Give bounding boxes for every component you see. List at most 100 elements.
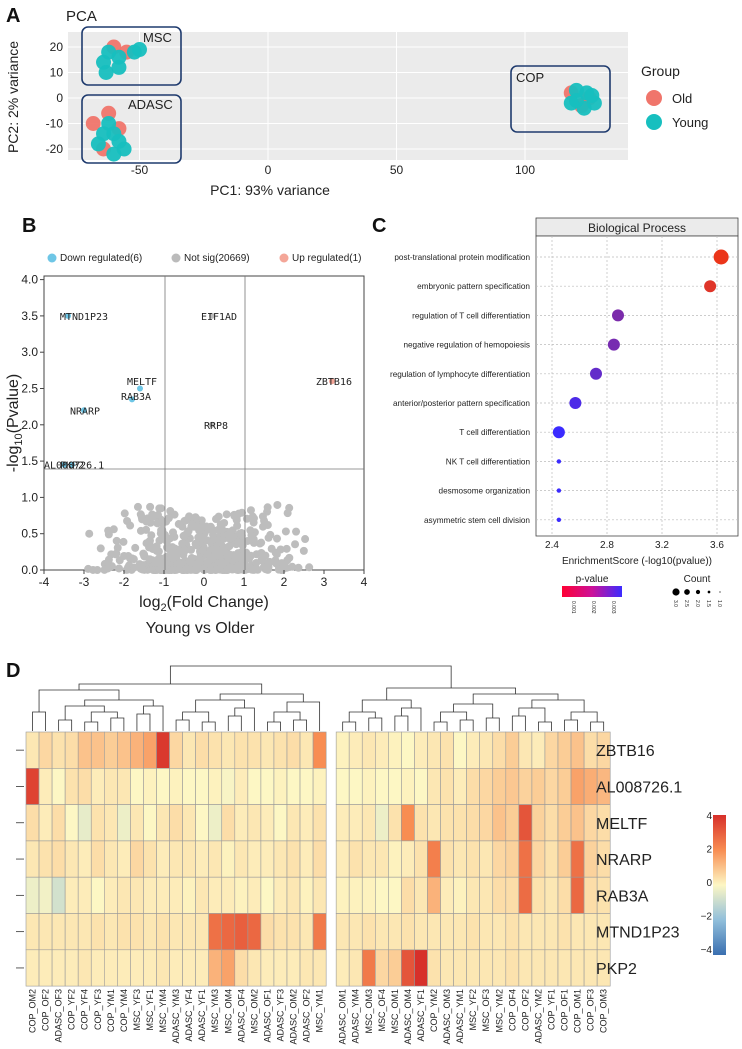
heatmap-cell	[427, 804, 441, 842]
pvalue-colorbar-tick: 0.001	[570, 601, 576, 614]
heatmap-cell	[221, 949, 236, 987]
heatmap-cell	[156, 804, 170, 842]
heatmap-cell	[64, 804, 79, 842]
heatmap-cell	[25, 731, 40, 769]
heatmap-colorbar-tick: −2	[701, 912, 713, 923]
volcano-point-notsig	[223, 549, 232, 558]
volcano-legend-marker	[171, 253, 181, 263]
heatmap-gene-label: AL008726.1	[596, 779, 682, 796]
volcano-point-notsig	[262, 564, 271, 573]
volcano-point-notsig	[176, 560, 185, 569]
heatmap-cell	[401, 840, 415, 878]
volcano-x-tick: 0	[201, 575, 208, 589]
heatmap-cell	[221, 804, 236, 842]
volcano-subtitle: Young vs Older	[146, 620, 255, 637]
heatmap-cell	[64, 767, 79, 805]
heatmap-cell	[221, 876, 236, 914]
heatmap-cell	[453, 804, 467, 842]
heatmap-cell	[104, 767, 118, 805]
heatmap-cell	[557, 913, 572, 951]
go-term-label: T cell differentiation	[459, 428, 530, 437]
heatmap-cell	[38, 731, 53, 769]
volcano-point-notsig	[155, 565, 164, 574]
heatmap-colorbar-tick: −4	[701, 945, 713, 956]
volcano-point-notsig	[225, 542, 234, 551]
heatmap-cell	[51, 731, 66, 769]
heatmap-cell	[38, 913, 53, 951]
heatmap-gene-labels: ZBTB16 AL008726.1 MELTF NRARP RAB3A MTND1P23 P…	[596, 743, 682, 978]
volcano-point-notsig	[140, 550, 149, 559]
go-term-label: regulation of lymphocyte differentiation	[390, 370, 530, 379]
pca-y-tick: -10	[46, 117, 64, 131]
heatmap-cell	[388, 913, 402, 951]
heatmap-cell	[544, 913, 559, 951]
heatmap-cell	[90, 840, 105, 878]
count-legend-tick: 3.0	[672, 600, 678, 607]
heatmap-cell	[388, 949, 402, 987]
heatmap-cell	[51, 840, 66, 878]
heatmap-cell	[335, 949, 350, 987]
volcano-point-notsig	[282, 563, 291, 572]
volcano-point-notsig	[301, 535, 310, 544]
heatmap-cell	[401, 876, 415, 914]
heatmap-cell	[479, 731, 494, 769]
heatmap-cell	[156, 913, 170, 951]
heatmap-cell	[247, 876, 262, 914]
volcano-point-notsig	[282, 544, 291, 553]
heatmap-colorbar-tick: 4	[706, 811, 712, 822]
heatmap-cell	[25, 949, 40, 987]
volcano-gene-label: RRP8	[204, 421, 228, 432]
heatmap-cell	[156, 876, 170, 914]
panel-a: A PCA -50 0 50 100 -20 -10 0 10 20 MSC ADASC COP…	[5, 5, 708, 198]
heatmap-cell	[544, 767, 559, 805]
volcano-point-notsig	[190, 565, 199, 574]
heatmap-cell	[38, 949, 53, 987]
heatmap-cell	[221, 731, 236, 769]
heatmap-cell	[466, 913, 480, 951]
panel-b: B Down regulated(6) Not sig(20669) Up regu…	[5, 215, 368, 637]
heatmap-sample-label: ADASC_YF3	[275, 989, 285, 1042]
heatmap-cell	[388, 804, 402, 842]
volcano-legend-label: Up regulated(1)	[292, 253, 361, 264]
heatmap-sample-label: MSC_YM2	[494, 989, 504, 1033]
volcano-point-notsig	[291, 540, 300, 549]
heatmap-cell	[544, 876, 559, 914]
volcano-x-axis-label: log2(Fold Change)	[139, 594, 269, 614]
pca-y-tick: 20	[50, 40, 64, 54]
heatmap-cell	[25, 840, 40, 878]
heatmap-cell	[143, 913, 157, 951]
heatmap-cell	[335, 913, 350, 951]
heatmap-cell	[260, 731, 275, 769]
volcano-gene-label: AL008726.1	[44, 461, 104, 472]
volcano-point-notsig	[85, 529, 94, 538]
heatmap-cell	[156, 840, 170, 878]
volcano-point-notsig	[145, 537, 154, 546]
heatmap-sample-labels: COP_OM2 COP_OF2 ADASC_OF3 COP_YF2 COP_YF4 COP…	[28, 989, 609, 1045]
volcano-point-notsig	[299, 546, 308, 555]
heatmap-cell	[195, 949, 209, 987]
adasc-cluster-label: ADASC	[128, 97, 173, 112]
go-term-dot	[552, 426, 565, 439]
volcano-y-tick: 1.0	[21, 490, 38, 504]
pca-points	[85, 39, 602, 162]
heatmap-cell	[401, 949, 415, 987]
heatmap-cell	[312, 731, 327, 769]
count-legend-dot	[719, 591, 721, 593]
heatmap-cell	[312, 804, 327, 842]
volcano-point-notsig	[230, 511, 239, 520]
cop-cluster-box	[510, 65, 611, 133]
volcano-point-notsig	[271, 548, 280, 557]
heatmap-sample-label: ADASC_YF4	[184, 989, 194, 1042]
heatmap-gene-label: ZBTB16	[596, 743, 655, 760]
volcano-y-tick: 4.0	[21, 273, 38, 287]
adasc-sample-point	[106, 146, 122, 162]
heatmap-gene-label: RAB3A	[596, 888, 649, 905]
heatmap-cell	[117, 840, 131, 878]
heatmap-cell	[570, 767, 585, 805]
heatmap-cell	[570, 913, 585, 951]
volcano-point-notsig	[252, 558, 261, 567]
volcano-point-notsig	[292, 527, 301, 536]
legend-young-marker	[646, 114, 662, 130]
heatmap-cell	[440, 767, 454, 805]
